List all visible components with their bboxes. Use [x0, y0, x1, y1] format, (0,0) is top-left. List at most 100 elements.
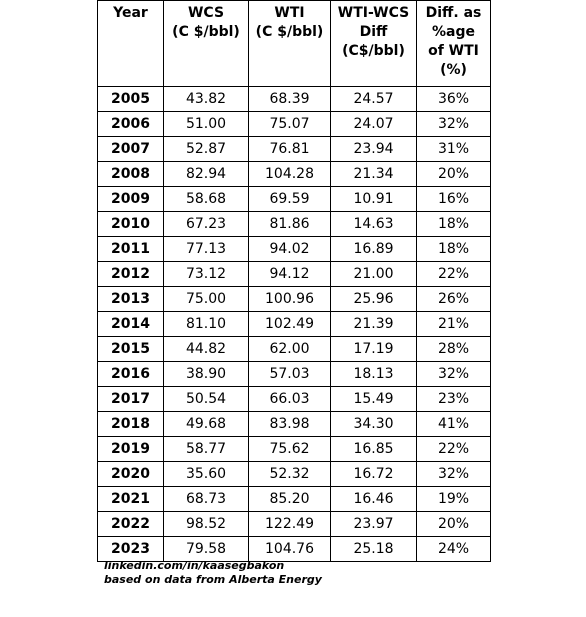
value-cell: 104.76: [248, 536, 331, 562]
value-cell: 98.52: [163, 511, 249, 537]
value-cell: 10.91: [330, 186, 417, 212]
value-cell: 32%: [416, 111, 491, 137]
value-cell: 16%: [416, 186, 491, 212]
value-cell: 79.58: [163, 536, 249, 562]
table-row: 2015 44.82 62.00 17.19 28%: [97, 336, 491, 362]
value-cell: 75.62: [248, 436, 331, 462]
value-cell: 49.68: [163, 411, 249, 437]
value-cell: 81.86: [248, 211, 331, 237]
header-row: Year WCS (C $/bbl) WTI (C $/bbl) WTI-WCS Diff (…: [97, 0, 491, 87]
value-cell: 21%: [416, 311, 491, 337]
value-cell: 69.59: [248, 186, 331, 212]
value-cell: 58.77: [163, 436, 249, 462]
value-cell: 94.02: [248, 236, 331, 262]
table-row: 2018 49.68 83.98 34.30 41%: [97, 411, 491, 437]
year-cell: 2005: [97, 86, 164, 112]
value-cell: 28%: [416, 336, 491, 362]
value-cell: 25.18: [330, 536, 417, 562]
table-row: 2005 43.82 68.39 24.57 36%: [97, 86, 491, 112]
value-cell: 22%: [416, 436, 491, 462]
value-cell: 32%: [416, 461, 491, 487]
year-cell: 2019: [97, 436, 164, 462]
value-cell: 67.23: [163, 211, 249, 237]
value-cell: 24.07: [330, 111, 417, 137]
header-text: (C $/bbl): [255, 24, 324, 40]
table-row: 2007 52.87 76.81 23.94 31%: [97, 136, 491, 162]
year-cell: 2013: [97, 286, 164, 312]
year-cell: 2020: [97, 461, 164, 487]
footer-text: based on data from Alberta Energy: [104, 573, 322, 586]
value-cell: 38.90: [163, 361, 249, 387]
value-cell: 81.10: [163, 311, 249, 337]
year-cell: 2008: [97, 161, 164, 187]
value-cell: 17.19: [330, 336, 417, 362]
value-cell: 68.73: [163, 486, 249, 512]
value-cell: 35.60: [163, 461, 249, 487]
value-cell: 102.49: [248, 311, 331, 337]
table-row: 2017 50.54 66.03 15.49 23%: [97, 386, 491, 412]
table-row: 2022 98.52 122.49 23.97 20%: [97, 511, 491, 537]
value-cell: 58.68: [163, 186, 249, 212]
value-cell: 50.54: [163, 386, 249, 412]
value-cell: 24%: [416, 536, 491, 562]
year-cell: 2023: [97, 536, 164, 562]
table-row: 2021 68.73 85.20 16.46 19%: [97, 486, 491, 512]
year-cell: 2011: [97, 236, 164, 262]
value-cell: 77.13: [163, 236, 249, 262]
header-cell: WTI-WCS Diff (C$/bbl): [330, 0, 417, 87]
header-text: of WTI: [428, 43, 479, 59]
year-cell: 2007: [97, 136, 164, 162]
value-cell: 21.34: [330, 161, 417, 187]
year-cell: 2018: [97, 411, 164, 437]
year-cell: 2022: [97, 511, 164, 537]
value-cell: 22%: [416, 261, 491, 287]
value-cell: 18%: [416, 211, 491, 237]
footer: linkedin.com/in/kaasegbakon based on data…: [104, 559, 322, 587]
value-cell: 52.87: [163, 136, 249, 162]
year-cell: 2009: [97, 186, 164, 212]
table-row: 2019 58.77 75.62 16.85 22%: [97, 436, 491, 462]
value-cell: 73.12: [163, 261, 249, 287]
value-cell: 94.12: [248, 261, 331, 287]
value-cell: 16.89: [330, 236, 417, 262]
table-row: 2016 38.90 57.03 18.13 32%: [97, 361, 491, 387]
value-cell: 20%: [416, 161, 491, 187]
value-cell: 82.94: [163, 161, 249, 187]
value-cell: 23%: [416, 386, 491, 412]
value-cell: 24.57: [330, 86, 417, 112]
header-cell: WCS (C $/bbl): [163, 0, 249, 87]
value-cell: 104.28: [248, 161, 331, 187]
value-cell: 21.39: [330, 311, 417, 337]
header-text: Year: [113, 5, 148, 21]
value-cell: 34.30: [330, 411, 417, 437]
value-cell: 26%: [416, 286, 491, 312]
value-cell: 18%: [416, 236, 491, 262]
header-text: WCS: [187, 5, 225, 21]
value-cell: 14.63: [330, 211, 417, 237]
header-text: (C$/bbl): [342, 43, 405, 59]
value-cell: 31%: [416, 136, 491, 162]
value-cell: 85.20: [248, 486, 331, 512]
table-row: 2009 58.68 69.59 10.91 16%: [97, 186, 491, 212]
value-cell: 52.32: [248, 461, 331, 487]
value-cell: 122.49: [248, 511, 331, 537]
table-row: 2011 77.13 94.02 16.89 18%: [97, 236, 491, 262]
value-cell: 25.96: [330, 286, 417, 312]
value-cell: 66.03: [248, 386, 331, 412]
value-cell: 100.96: [248, 286, 331, 312]
table-row: 2012 73.12 94.12 21.00 22%: [97, 261, 491, 287]
value-cell: 57.03: [248, 361, 331, 387]
value-cell: 75.00: [163, 286, 249, 312]
table-row: 2008 82.94 104.28 21.34 20%: [97, 161, 491, 187]
value-cell: 16.46: [330, 486, 417, 512]
value-cell: 23.94: [330, 136, 417, 162]
header-text: WTI-WCS: [337, 5, 410, 21]
value-cell: 43.82: [163, 86, 249, 112]
value-cell: 41%: [416, 411, 491, 437]
value-cell: 15.49: [330, 386, 417, 412]
value-cell: 18.13: [330, 361, 417, 387]
table-row: 2010 67.23 81.86 14.63 18%: [97, 211, 491, 237]
table-row: 2013 75.00 100.96 25.96 26%: [97, 286, 491, 312]
table-row: 2023 79.58 104.76 25.18 24%: [97, 536, 491, 562]
header-cell: Diff. as %age of WTI (%): [416, 0, 491, 87]
